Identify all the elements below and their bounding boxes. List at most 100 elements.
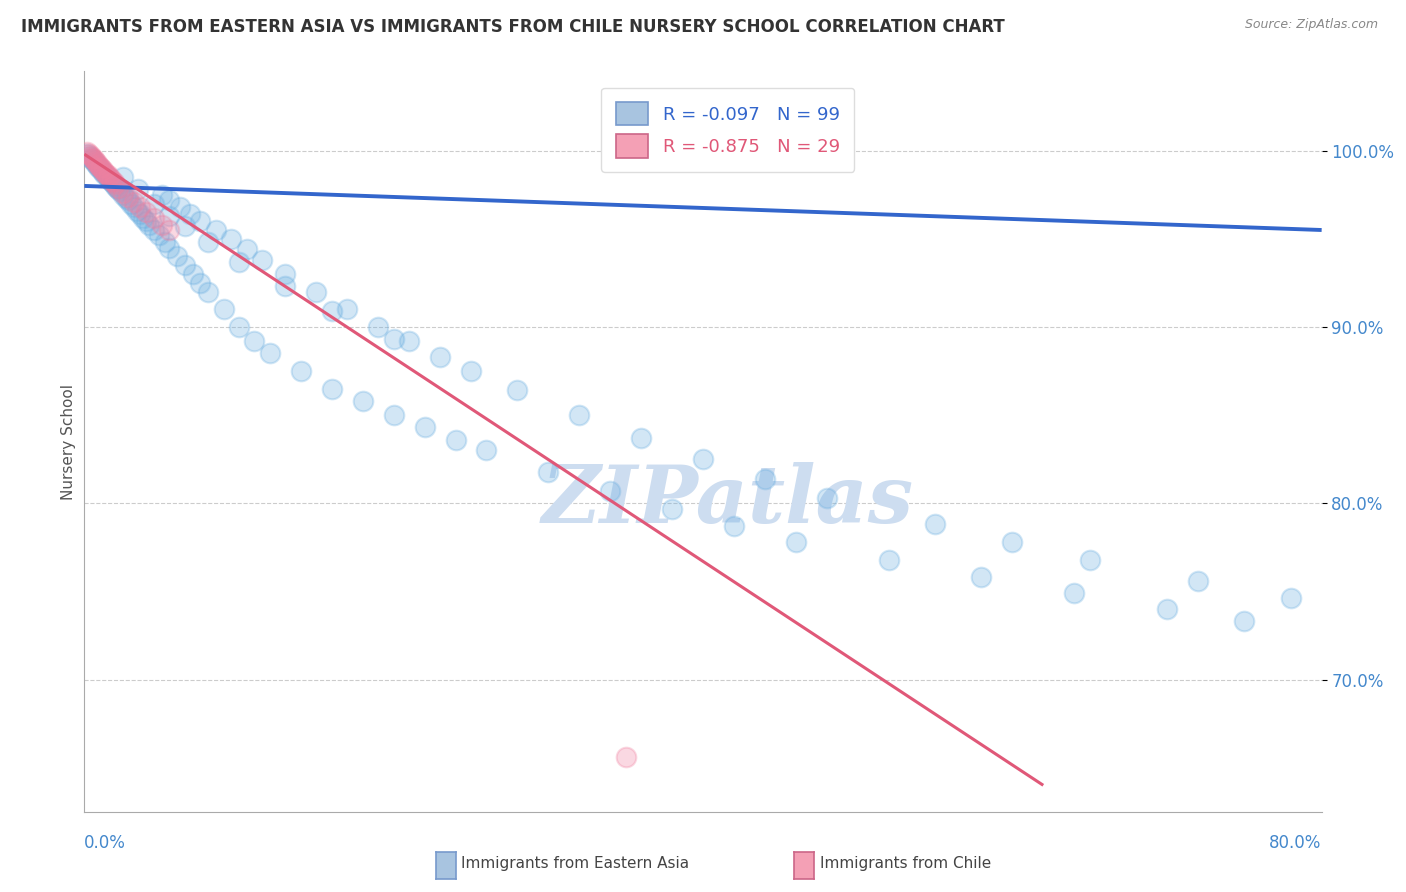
Point bbox=[117, 193, 139, 207]
Point bbox=[82, 151, 104, 165]
Point bbox=[94, 169, 117, 183]
Point bbox=[84, 154, 107, 169]
Point bbox=[122, 194, 145, 209]
Point bbox=[321, 382, 343, 396]
Point bbox=[122, 200, 145, 214]
Point bbox=[96, 169, 118, 183]
Point bbox=[100, 174, 122, 188]
Point bbox=[108, 184, 131, 198]
Point bbox=[135, 214, 157, 228]
Point bbox=[159, 209, 180, 223]
Point bbox=[274, 267, 297, 281]
Point bbox=[138, 218, 160, 232]
Point bbox=[76, 147, 98, 161]
Point bbox=[352, 394, 374, 409]
Point bbox=[661, 501, 683, 516]
Point bbox=[79, 149, 101, 163]
Point bbox=[382, 332, 405, 346]
Point bbox=[235, 243, 259, 257]
Point bbox=[243, 334, 266, 348]
Point bbox=[382, 408, 405, 422]
Text: IMMIGRANTS FROM EASTERN ASIA VS IMMIGRANTS FROM CHILE NURSERY SCHOOL CORRELATION: IMMIGRANTS FROM EASTERN ASIA VS IMMIGRAN… bbox=[21, 18, 1005, 36]
Point bbox=[87, 160, 110, 174]
Point bbox=[143, 196, 166, 211]
Point bbox=[205, 223, 228, 237]
Point bbox=[336, 302, 359, 317]
Point bbox=[112, 186, 135, 200]
Point bbox=[86, 156, 108, 170]
Point bbox=[125, 203, 148, 218]
Point bbox=[143, 223, 166, 237]
Point bbox=[228, 320, 250, 334]
Point bbox=[132, 211, 155, 225]
Point bbox=[1279, 591, 1302, 606]
Point bbox=[197, 235, 219, 250]
Point bbox=[815, 491, 838, 505]
Point bbox=[159, 223, 180, 237]
Point bbox=[148, 228, 170, 243]
Point bbox=[290, 364, 312, 378]
Text: 0.0%: 0.0% bbox=[84, 834, 127, 852]
Point bbox=[614, 750, 637, 764]
Point bbox=[1063, 586, 1085, 600]
Point bbox=[77, 147, 100, 161]
Point bbox=[94, 167, 117, 181]
Point bbox=[104, 178, 127, 193]
Point bbox=[970, 570, 993, 584]
Point bbox=[107, 180, 129, 194]
Point bbox=[212, 302, 235, 317]
Point bbox=[83, 153, 105, 167]
Point bbox=[166, 250, 188, 264]
Point bbox=[135, 205, 157, 219]
Point bbox=[91, 163, 114, 178]
Point bbox=[460, 364, 482, 378]
Text: Immigrants from Eastern Asia: Immigrants from Eastern Asia bbox=[461, 856, 689, 871]
Point bbox=[105, 180, 128, 194]
Point bbox=[188, 276, 211, 290]
Point bbox=[103, 175, 125, 190]
Point bbox=[305, 285, 328, 299]
Point bbox=[413, 420, 436, 434]
Point bbox=[150, 187, 173, 202]
Point bbox=[429, 350, 451, 364]
Point bbox=[98, 172, 121, 186]
Point bbox=[159, 193, 180, 207]
Text: Immigrants from Chile: Immigrants from Chile bbox=[820, 856, 991, 871]
Point bbox=[90, 163, 112, 178]
Point bbox=[103, 177, 125, 191]
Point bbox=[120, 196, 142, 211]
Point bbox=[98, 170, 121, 185]
Y-axis label: Nursery School: Nursery School bbox=[60, 384, 76, 500]
Point bbox=[1078, 552, 1101, 566]
Point bbox=[129, 200, 152, 214]
Point bbox=[367, 320, 389, 334]
Point bbox=[115, 191, 138, 205]
Point bbox=[197, 285, 219, 299]
Text: Source: ZipAtlas.com: Source: ZipAtlas.com bbox=[1244, 18, 1378, 31]
Point bbox=[90, 161, 112, 176]
Point bbox=[112, 170, 135, 185]
Point bbox=[723, 519, 745, 533]
Point bbox=[219, 232, 242, 246]
Point bbox=[692, 452, 714, 467]
Point bbox=[181, 267, 204, 281]
Legend: R = -0.097   N = 99, R = -0.875   N = 29: R = -0.097 N = 99, R = -0.875 N = 29 bbox=[602, 87, 855, 172]
Point bbox=[89, 161, 111, 176]
Point bbox=[87, 158, 110, 172]
Point bbox=[96, 170, 118, 185]
Point bbox=[101, 175, 124, 190]
Point bbox=[1156, 602, 1178, 616]
Point bbox=[321, 304, 343, 318]
Text: 80.0%: 80.0% bbox=[1270, 834, 1322, 852]
Point bbox=[250, 252, 273, 267]
Point bbox=[179, 207, 201, 221]
Point bbox=[274, 279, 297, 293]
Point bbox=[84, 156, 107, 170]
Point bbox=[89, 160, 111, 174]
Point bbox=[188, 214, 211, 228]
Point bbox=[104, 177, 127, 191]
Point bbox=[259, 346, 281, 360]
Point bbox=[100, 172, 122, 186]
Point bbox=[599, 483, 621, 498]
Point bbox=[785, 535, 807, 549]
